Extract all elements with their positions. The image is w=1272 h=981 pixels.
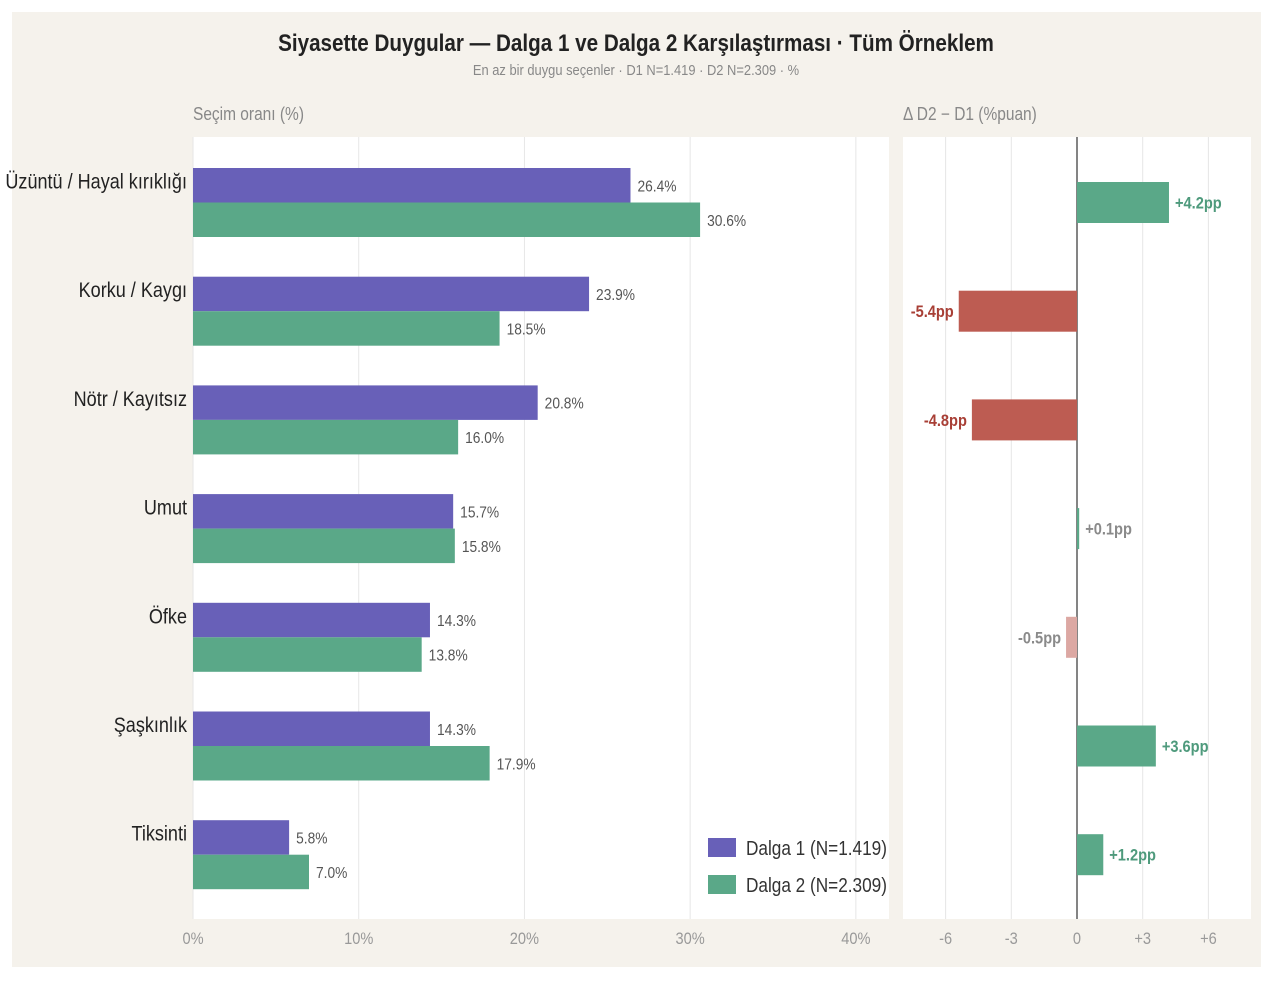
bar-wave1: [193, 276, 590, 312]
right-x-tick-label: 0: [1073, 930, 1081, 948]
delta-bar: [1077, 182, 1169, 223]
right-x-tick-label: +6: [1200, 930, 1217, 948]
left-x-tick-label: 40%: [841, 930, 870, 948]
bar-wave2: [193, 854, 309, 890]
bar-value-label: 14.3%: [437, 721, 476, 739]
delta-label: +1.2pp: [1109, 847, 1156, 865]
left-x-tick-label: 30%: [676, 930, 705, 948]
bar-wave2: [193, 637, 422, 672]
bar-wave2: [193, 746, 490, 781]
delta-label: +4.2pp: [1175, 195, 1222, 213]
category-label: Üzüntü / Hayal kırıklığı: [5, 170, 187, 194]
bar-wave2: [193, 202, 701, 237]
bar-value-label: 23.9%: [596, 286, 635, 304]
bar-value-label: 13.8%: [429, 647, 468, 665]
delta-label: +0.1pp: [1085, 521, 1132, 539]
legend-label: Dalga 2 (N=2.309): [746, 874, 887, 897]
right-x-tick-label: -3: [1005, 930, 1018, 948]
delta-label: -4.8pp: [924, 412, 967, 430]
bar-value-label: 7.0%: [316, 864, 347, 882]
category-label: Umut: [144, 496, 188, 520]
left-panel-label: Seçim oranı (%): [193, 104, 304, 124]
category-label: Öfke: [149, 605, 187, 629]
bar-wave1: [193, 385, 538, 420]
legend: Dalga 1 (N=1.419) Dalga 2 (N=2.309): [708, 837, 887, 897]
legend-label: Dalga 1 (N=1.419): [746, 837, 887, 860]
delta-bar: [958, 290, 1077, 332]
delta-bar: [1077, 725, 1156, 767]
right-x-tick-label: +3: [1134, 930, 1151, 948]
chart-title: Siyasette Duygular — Dalga 1 ve Dalga 2 …: [278, 30, 994, 57]
bar-wave1: [193, 820, 290, 855]
right-panel-label: Δ D2 − D1 (%puan): [903, 104, 1037, 124]
left-x-tick-label: 20%: [510, 930, 539, 948]
delta-bar: [1077, 508, 1080, 550]
left-x-tick-label: 10%: [344, 930, 373, 948]
category-label: Tiksinti: [131, 822, 187, 846]
delta-label: +3.6pp: [1162, 738, 1209, 756]
bar-value-label: 20.8%: [545, 395, 584, 413]
bar-value-label: 18.5%: [507, 321, 546, 339]
category-label: Nötr / Kayıtsız: [74, 388, 187, 412]
bar-wave2: [193, 528, 455, 564]
bar-wave2: [193, 311, 500, 346]
bar-wave1: [193, 602, 430, 638]
bar-value-label: 26.4%: [637, 177, 676, 195]
delta-label: -5.4pp: [911, 303, 954, 321]
left-x-tick-label: 0%: [182, 930, 203, 948]
bar-value-label: 15.7%: [460, 503, 499, 521]
bar-value-label: 14.3%: [437, 612, 476, 630]
bar-value-label: 16.0%: [465, 429, 504, 447]
legend-swatch-wave2: [708, 875, 736, 894]
left-panel: 0% 10% 20% 30% 40% Üzüntü / Hayal kırıklığı 26…: [5, 137, 889, 948]
category-label: Şaşkınlık: [114, 714, 187, 738]
bar-value-label: 5.8%: [296, 830, 327, 848]
right-panel: -6 -3 0 +3 +6 +4.2pp -5.4pp -4.8pp +0.1pp -0.5pp +…: [903, 137, 1251, 948]
legend-swatch-wave1: [708, 838, 736, 857]
delta-bar: [971, 399, 1077, 441]
bar-value-label: 15.8%: [462, 538, 501, 556]
chart-subtitle: En az bir duygu seçenler · D1 N=1.419 · …: [472, 62, 800, 79]
right-x-tick-label: -6: [939, 930, 952, 948]
delta-bar: [1077, 834, 1104, 876]
bar-wave2: [193, 419, 459, 455]
delta-label: -0.5pp: [1018, 629, 1061, 647]
bar-value-label: 30.6%: [707, 212, 746, 230]
bar-value-label: 17.9%: [497, 755, 536, 773]
category-label: Korku / Kaygı: [79, 279, 187, 303]
bar-wave1: [193, 494, 454, 529]
bar-wave1: [193, 711, 430, 746]
bar-wave1: [193, 168, 631, 203]
delta-bar: [1066, 616, 1077, 658]
